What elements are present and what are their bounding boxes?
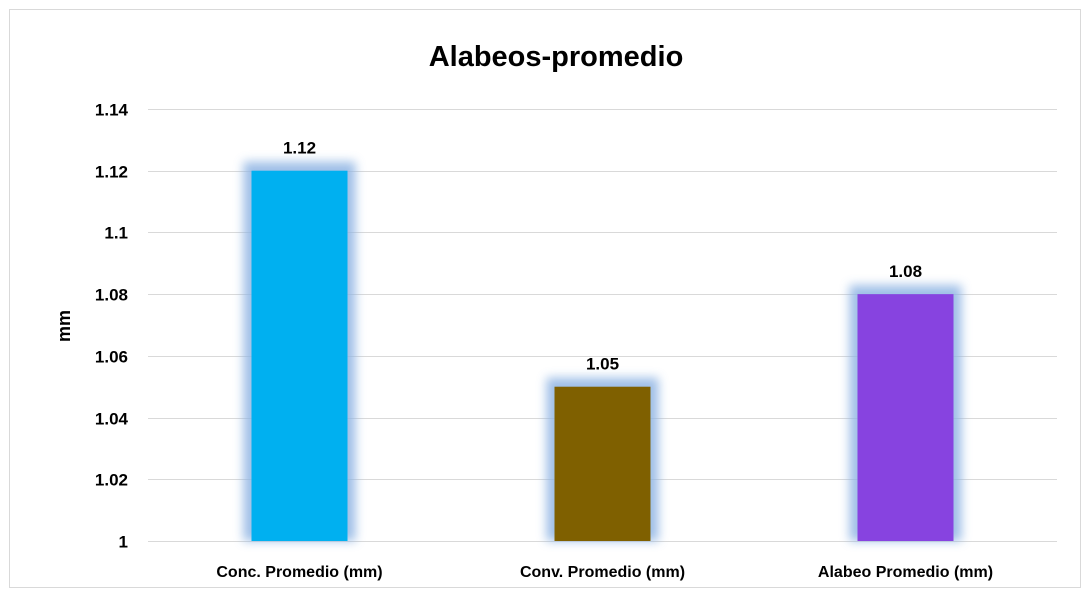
x-category-label: Conc. Promedio (mm) [216,564,382,581]
y-tick-label: 1.06 [95,348,128,367]
x-category-label: Alabeo Promedio (mm) [818,564,993,581]
data-label: 1.08 [889,262,922,281]
y-axis-label: mm [54,310,74,342]
data-labels: 1.12 1.05 1.08 [283,139,922,374]
y-tick-label: 1.14 [95,101,129,120]
y-axis-ticks: 1 1.02 1.04 1.06 1.08 1.1 1.12 1.14 [95,101,129,552]
bar [554,386,651,541]
bar [857,294,954,541]
chart-title: Alabeos-promedio [429,41,684,73]
y-tick-label: 1 [119,533,128,552]
y-tick-label: 1.08 [95,286,128,305]
y-tick-label: 1.1 [104,224,128,243]
data-label: 1.05 [586,355,619,374]
bar [251,170,348,541]
bars [243,161,962,541]
y-tick-label: 1.04 [95,410,129,429]
y-tick-label: 1.02 [95,471,128,490]
y-tick-label: 1.12 [95,163,128,182]
data-label: 1.12 [283,139,316,158]
category-labels: Conc. Promedio (mm) Conv. Promedio (mm) Al… [216,564,993,581]
x-category-label: Conv. Promedio (mm) [520,564,685,581]
